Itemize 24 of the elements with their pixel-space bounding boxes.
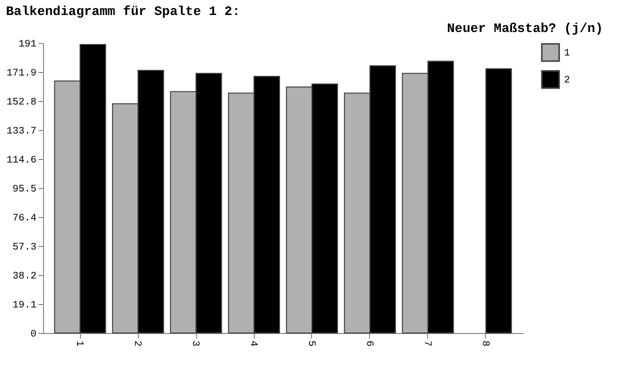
- x-tick-label: 8: [478, 340, 490, 347]
- x-tick-label: 6: [362, 340, 374, 347]
- y-tick-label: 171.9: [6, 68, 36, 80]
- y-tick-label: 95.5: [12, 184, 36, 196]
- x-tick-label: 3: [189, 340, 200, 347]
- x-tick-label: 1: [73, 340, 84, 347]
- y-tick-label: 114.6: [6, 156, 36, 166]
- x-tick-label: 2: [131, 340, 142, 347]
- y-tick-label: 57.3: [12, 242, 36, 254]
- x-tick-label: 5: [304, 340, 316, 347]
- y-tick-label: 133.7: [6, 126, 36, 138]
- legend-label: 1: [564, 48, 570, 60]
- legend-label: 2: [564, 76, 570, 86]
- y-tick-label: 19.1: [12, 300, 36, 312]
- text: Neuer Maßstab? (j/n): [446, 21, 603, 36]
- y-tick-label: 0: [30, 330, 36, 340]
- y-tick-label: 191: [18, 40, 36, 50]
- y-tick-label: 38.2: [12, 272, 36, 282]
- y-tick-label: 152.8: [6, 98, 36, 108]
- x-tick-label: 4: [247, 340, 258, 347]
- bar: [485, 68, 512, 334]
- chart-title: Balkendiagramm für Spalte 1 2:: [6, 4, 240, 19]
- y-tick-label: 76.4: [12, 214, 36, 224]
- x-tick-label: 7: [420, 340, 432, 347]
